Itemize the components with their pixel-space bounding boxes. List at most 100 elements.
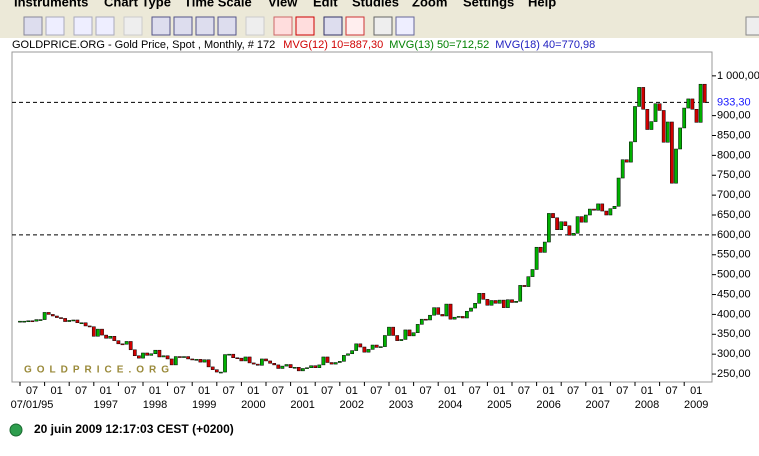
- candle-body: [268, 360, 272, 364]
- year-label: 1997: [94, 399, 118, 411]
- x-tick-label: 07: [321, 385, 333, 397]
- candle-body: [485, 299, 490, 306]
- candle-body: [510, 299, 514, 303]
- x-tick-label: 01: [100, 385, 112, 397]
- y-tick-label: 350,00: [717, 328, 751, 340]
- x-tick-label: 07: [665, 385, 677, 397]
- x-tick-label: 01: [50, 385, 62, 397]
- x-tick-label: 07: [223, 385, 235, 397]
- candle-body: [387, 326, 391, 336]
- candle-body: [448, 303, 453, 320]
- x-tick-label: 07: [26, 385, 38, 397]
- candle-body: [579, 216, 584, 223]
- candle-body: [22, 320, 26, 323]
- candle-body: [305, 367, 309, 369]
- tool-zoom-out[interactable]: [95, 16, 115, 36]
- tool-zoom-in[interactable]: [73, 16, 93, 36]
- tool-delete[interactable]: [295, 16, 315, 36]
- candle-body: [30, 320, 35, 323]
- candle-body: [477, 293, 482, 304]
- menu-item[interactable]: Edit: [313, 0, 338, 9]
- x-tick-label: 01: [690, 385, 702, 397]
- tool-bars[interactable]: [123, 16, 143, 36]
- candle-body: [583, 214, 588, 223]
- x-tick-label: 07: [173, 385, 185, 397]
- candle-body: [202, 359, 207, 363]
- candle-body: [407, 329, 412, 337]
- menu-item[interactable]: Zoom: [412, 0, 447, 9]
- candle-body: [165, 355, 170, 360]
- x-tick-label: 01: [444, 385, 456, 397]
- candle-body: [296, 367, 301, 372]
- x-tick-label: 07: [370, 385, 382, 397]
- candle-body: [518, 285, 523, 302]
- tool-line-3[interactable]: [195, 16, 215, 36]
- candle-body: [411, 332, 416, 337]
- candle-body: [538, 246, 543, 253]
- candle-body: [239, 357, 244, 362]
- tool-table[interactable]: [345, 16, 365, 36]
- candle-body: [641, 87, 646, 110]
- candle-body: [456, 316, 461, 318]
- candle-body: [178, 356, 182, 358]
- candle-body: [83, 322, 88, 327]
- candle-body: [46, 312, 51, 315]
- tool-print[interactable]: [373, 16, 393, 36]
- candle-body: [588, 208, 592, 216]
- candle-body: [243, 356, 248, 362]
- candle-body: [354, 343, 359, 351]
- tool-crosshair[interactable]: [23, 16, 43, 36]
- candle-body: [440, 314, 445, 317]
- tool-line-4[interactable]: [217, 16, 237, 36]
- candle-body: [600, 203, 605, 212]
- candle-body: [670, 121, 674, 184]
- indicator-label: MVG(12) 10=887,30: [283, 39, 383, 51]
- candle-body: [534, 246, 539, 270]
- candle-body: [469, 307, 473, 312]
- y-tick-label: 750,00: [717, 169, 751, 181]
- menu-item[interactable]: View: [268, 0, 298, 9]
- candle-body: [337, 361, 342, 363]
- tool-add[interactable]: [745, 16, 759, 36]
- tool-line-1[interactable]: [151, 16, 171, 36]
- menu-item[interactable]: Settings: [463, 0, 514, 9]
- candle-body: [153, 349, 158, 355]
- candle-body: [276, 364, 281, 369]
- menu-item[interactable]: Instruments: [14, 0, 88, 9]
- tool-preview[interactable]: [395, 16, 415, 36]
- chart-title: GOLDPRICE.ORG - Gold Price, Spot , Month…: [12, 39, 275, 51]
- tool-grey[interactable]: [245, 16, 265, 36]
- candle-body: [551, 213, 555, 219]
- candle-body: [506, 299, 510, 308]
- x-tick-label: 01: [493, 385, 505, 397]
- candle-body: [633, 106, 637, 143]
- candle-body: [75, 319, 80, 324]
- candle-body: [132, 349, 137, 357]
- x-tick-label: 01: [247, 385, 259, 397]
- tool-pencil[interactable]: [273, 16, 293, 36]
- menu-item[interactable]: Time Scale: [184, 0, 252, 9]
- candle-body: [280, 365, 285, 369]
- candle-body: [690, 98, 695, 110]
- candle-body: [592, 208, 596, 211]
- candle-body: [223, 354, 227, 373]
- tool-grid[interactable]: [323, 16, 343, 36]
- tool-line-2[interactable]: [173, 16, 193, 36]
- x-tick-label: 01: [641, 385, 653, 397]
- candle-body: [698, 83, 703, 123]
- menu-item[interactable]: Help: [528, 0, 556, 9]
- tool-pointer[interactable]: [45, 16, 65, 36]
- candle-body: [366, 349, 371, 353]
- menu-item[interactable]: Chart Type: [104, 0, 171, 9]
- candle-body: [284, 364, 289, 367]
- year-label: 2001: [290, 399, 314, 411]
- candle-body: [231, 353, 236, 358]
- y-tick-label: 500,00: [717, 269, 751, 281]
- candle-body: [104, 334, 108, 339]
- price-tag: [714, 96, 758, 109]
- candle-body: [547, 213, 551, 243]
- candle-body: [59, 317, 63, 319]
- candle-body: [255, 363, 260, 366]
- menu-item[interactable]: Studies: [352, 0, 399, 9]
